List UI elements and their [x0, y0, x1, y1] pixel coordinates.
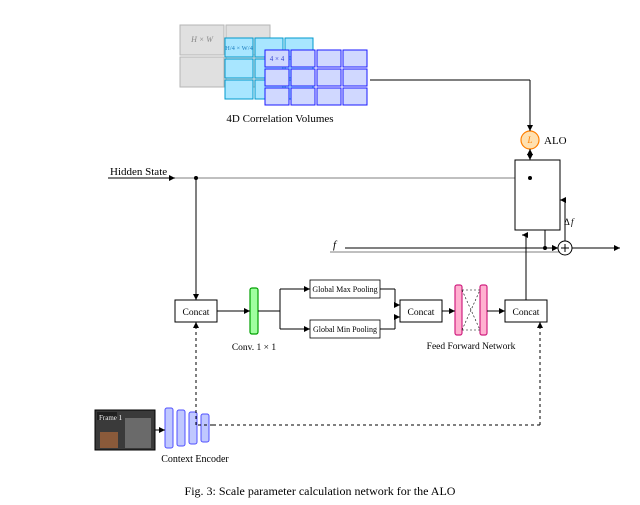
svg-text:ALO: ALO [544, 135, 567, 147]
architecture-diagram: H × W H/4 × W/4 4 × 4 4D Correlation Volume… [0, 0, 640, 480]
svg-text:Conv. 1 × 1: Conv. 1 × 1 [232, 343, 277, 353]
svg-text:H/4 × W/4: H/4 × W/4 [225, 45, 253, 52]
svg-text:L: L [526, 135, 532, 145]
figure-caption: Fig. 3: Scale parameter calculation netw… [0, 484, 640, 499]
svg-text:f: f [333, 239, 338, 251]
svg-text:Context Encoder: Context Encoder [161, 454, 229, 465]
svg-text:Hidden State: Hidden State [110, 166, 167, 178]
svg-text:H × W: H × W [190, 35, 214, 44]
svg-text:Concat: Concat [513, 308, 540, 318]
svg-text:f: f [571, 217, 575, 227]
svg-text:Frame 1: Frame 1 [99, 414, 123, 422]
svg-text:Concat: Concat [183, 308, 210, 318]
svg-text:Global Min Pooling: Global Min Pooling [313, 325, 377, 334]
svg-text:4 × 4: 4 × 4 [270, 55, 285, 63]
svg-text:Concat: Concat [408, 308, 435, 318]
svg-text:Feed Forward Network: Feed Forward Network [427, 342, 516, 352]
svg-text:4D Correlation Volumes: 4D Correlation Volumes [226, 113, 333, 125]
svg-text:Global Max Pooling: Global Max Pooling [312, 285, 377, 294]
